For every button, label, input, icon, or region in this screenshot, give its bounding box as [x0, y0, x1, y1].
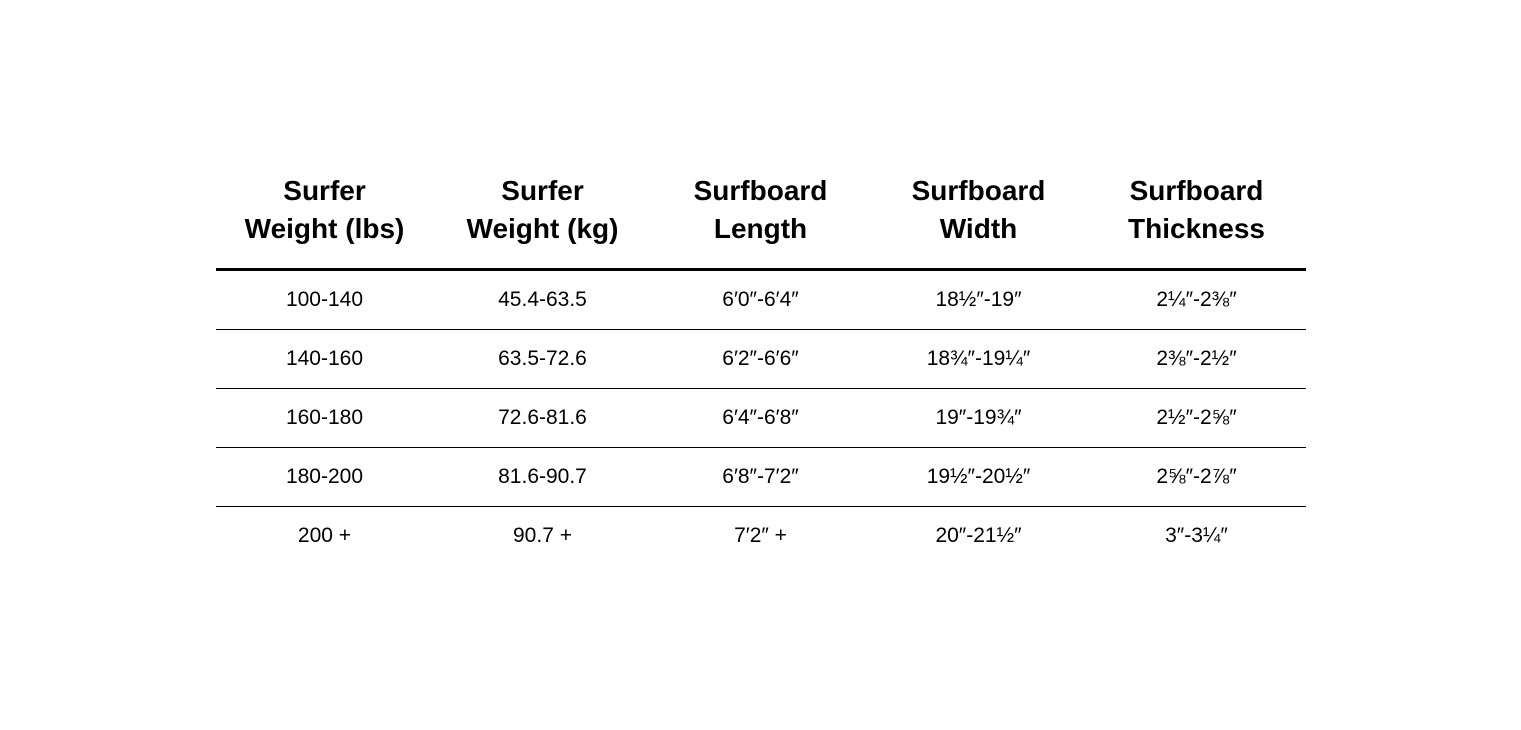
- cell-weight-lbs: 160-180: [216, 388, 434, 447]
- column-header-weight-lbs: Surfer Weight (lbs): [216, 160, 434, 269]
- cell-thickness: 2½″-2⅝″: [1088, 388, 1306, 447]
- cell-thickness: 3″-3¼″: [1088, 506, 1306, 565]
- cell-weight-kg: 72.6-81.6: [434, 388, 652, 447]
- column-header-width: Surfboard Width: [870, 160, 1088, 269]
- column-header-thickness: Surfboard Thickness: [1088, 160, 1306, 269]
- cell-weight-kg: 45.4-63.5: [434, 269, 652, 329]
- cell-width: 20″-21½″: [870, 506, 1088, 565]
- cell-weight-kg: 81.6-90.7: [434, 447, 652, 506]
- cell-weight-lbs: 200 +: [216, 506, 434, 565]
- cell-weight-lbs: 140-160: [216, 329, 434, 388]
- cell-weight-kg: 63.5-72.6: [434, 329, 652, 388]
- header-line: Surfer: [224, 172, 426, 210]
- cell-width: 18½″-19″: [870, 269, 1088, 329]
- header-line: Length: [660, 210, 862, 248]
- cell-weight-kg: 90.7 +: [434, 506, 652, 565]
- table-body: 100-140 45.4-63.5 6′0″-6′4″ 18½″-19″ 2¼″…: [216, 269, 1306, 565]
- header-line: Surfboard: [878, 172, 1080, 210]
- header-line: Width: [878, 210, 1080, 248]
- surfboard-size-table-container: Surfer Weight (lbs) Surfer Weight (kg) S…: [216, 160, 1306, 565]
- surfboard-size-table: Surfer Weight (lbs) Surfer Weight (kg) S…: [216, 160, 1306, 565]
- cell-length: 6′2″-6′6″: [652, 329, 870, 388]
- cell-length: 6′8″-7′2″: [652, 447, 870, 506]
- table-row: 140-160 63.5-72.6 6′2″-6′6″ 18¾″-19¼″ 2⅜…: [216, 329, 1306, 388]
- cell-weight-lbs: 180-200: [216, 447, 434, 506]
- cell-length: 7′2″ +: [652, 506, 870, 565]
- column-header-weight-kg: Surfer Weight (kg): [434, 160, 652, 269]
- header-line: Surfboard: [1096, 172, 1298, 210]
- header-line: Surfer: [442, 172, 644, 210]
- table-header: Surfer Weight (lbs) Surfer Weight (kg) S…: [216, 160, 1306, 269]
- header-line: Weight (kg): [442, 210, 644, 248]
- cell-width: 19½″-20½″: [870, 447, 1088, 506]
- table-row: 100-140 45.4-63.5 6′0″-6′4″ 18½″-19″ 2¼″…: [216, 269, 1306, 329]
- table-row: 200 + 90.7 + 7′2″ + 20″-21½″ 3″-3¼″: [216, 506, 1306, 565]
- table-row: 160-180 72.6-81.6 6′4″-6′8″ 19″-19¾″ 2½″…: [216, 388, 1306, 447]
- cell-thickness: 2⅜″-2½″: [1088, 329, 1306, 388]
- cell-width: 19″-19¾″: [870, 388, 1088, 447]
- header-line: Surfboard: [660, 172, 862, 210]
- cell-width: 18¾″-19¼″: [870, 329, 1088, 388]
- cell-length: 6′0″-6′4″: [652, 269, 870, 329]
- table-row: 180-200 81.6-90.7 6′8″-7′2″ 19½″-20½″ 2⅝…: [216, 447, 1306, 506]
- table-header-row: Surfer Weight (lbs) Surfer Weight (kg) S…: [216, 160, 1306, 269]
- column-header-length: Surfboard Length: [652, 160, 870, 269]
- cell-thickness: 2¼″-2⅜″: [1088, 269, 1306, 329]
- header-line: Thickness: [1096, 210, 1298, 248]
- cell-thickness: 2⅝″-2⅞″: [1088, 447, 1306, 506]
- header-line: Weight (lbs): [224, 210, 426, 248]
- cell-weight-lbs: 100-140: [216, 269, 434, 329]
- cell-length: 6′4″-6′8″: [652, 388, 870, 447]
